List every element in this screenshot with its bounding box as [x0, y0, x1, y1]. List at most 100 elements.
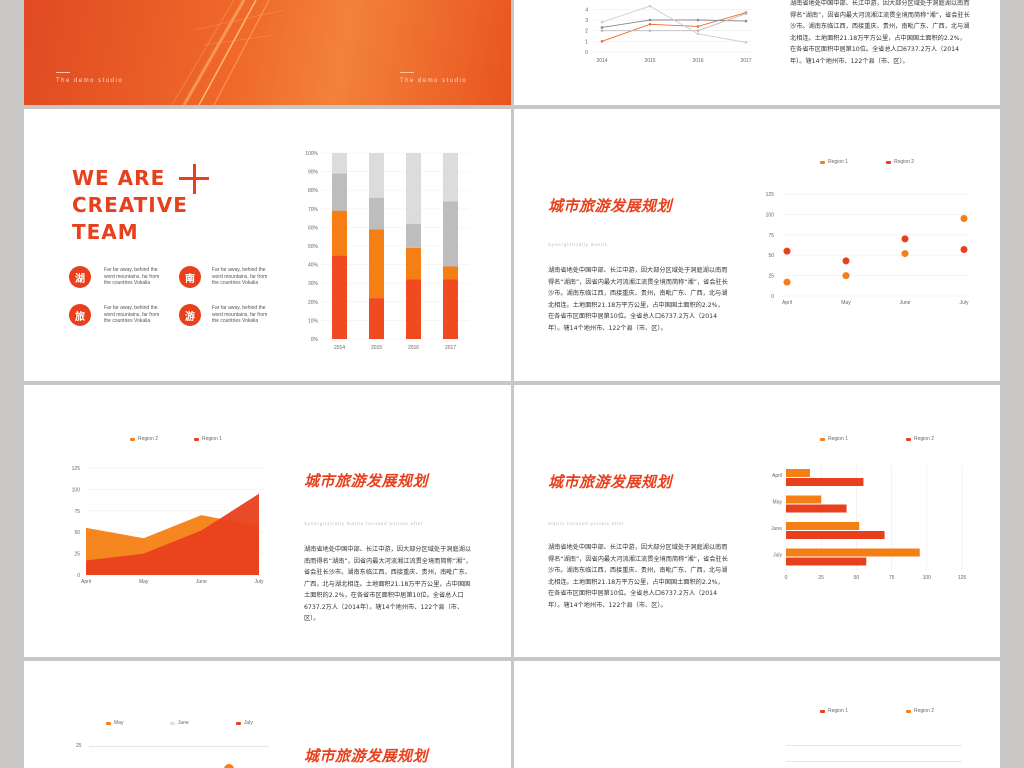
data-point	[744, 19, 748, 23]
slide-scatter-chart[interactable]: 城市旅游发展规划 Synergistically matrix 湖南省地处中国中…	[514, 109, 1000, 381]
section-title: 城市旅游发展规划	[304, 472, 429, 490]
scatter-point	[842, 272, 850, 280]
bar-segment	[443, 279, 458, 339]
bar-segment	[369, 197, 384, 230]
scatter-point	[901, 235, 909, 243]
scatter-point	[783, 247, 791, 255]
bar-segment	[406, 153, 421, 224]
legend-swatch	[236, 721, 241, 725]
x-tick-label: 0	[785, 575, 788, 581]
x-tick-label: 2014	[596, 58, 607, 64]
x-tick-label: 50	[854, 575, 860, 581]
y-tick-label: 100%	[305, 151, 318, 157]
legend-label: Region 1	[828, 708, 849, 714]
legend-swatch	[820, 160, 825, 164]
y-tick-label: 10%	[308, 318, 319, 324]
bar	[786, 531, 885, 539]
item-description: Far far away, behind the word mountains,…	[104, 305, 160, 324]
y-tick-label: 20%	[308, 300, 319, 306]
y-tick-label: 70%	[308, 207, 319, 213]
legend-swatch	[886, 160, 891, 164]
bar-segment	[332, 153, 347, 174]
bar-segment	[406, 279, 421, 339]
legend-label: Region 2	[914, 436, 935, 442]
char-badge: 湖	[69, 266, 91, 288]
bar-segment	[406, 223, 421, 248]
x-tick-label: 2016	[692, 58, 703, 64]
divider	[56, 72, 70, 73]
x-tick-label: June	[900, 300, 911, 306]
data-point	[696, 25, 700, 28]
y-tick-label: 60%	[308, 225, 319, 231]
bar-segment	[369, 298, 384, 339]
scatter-point	[901, 250, 909, 258]
y-tick-label: June	[771, 526, 782, 532]
bar	[786, 495, 822, 504]
x-tick-label: 2016	[408, 345, 419, 351]
description-paragraph: 湖南省地处中国中部、长江中游，因大部分区域处于洞庭湖以南而得名“湖南”，因省内最…	[548, 267, 728, 332]
legend-item: Region 1	[820, 436, 848, 442]
team-title: WE ARE CREATIVE TEAM	[72, 165, 188, 246]
slide-creative-team[interactable]: WE ARE CREATIVE TEAM 湖 Far far away, beh…	[24, 109, 511, 381]
legend-swatch	[130, 437, 135, 441]
studio-label-right: The demo studio	[400, 78, 468, 84]
slide-partial-right[interactable]: Region 1 Region 2	[514, 661, 1000, 768]
slide-cover[interactable]: The demo studio The demo studio	[24, 0, 511, 105]
line-chart: 0 1 2 3 4 2014 2015 2016 2017	[585, 4, 754, 64]
data-point	[648, 18, 652, 22]
bar	[786, 469, 810, 477]
y-tick-label: 0	[585, 50, 588, 56]
data-point	[744, 41, 748, 44]
title-line: WE ARE	[72, 166, 166, 190]
description-paragraph: 湖南省地处中国中部、长江中游，因大部分区域处于洞庭湖以南而得名“湖南”，因省内最…	[548, 544, 728, 609]
series-line	[601, 5, 747, 43]
data-point	[696, 18, 700, 22]
data-point	[744, 12, 748, 15]
area-series	[86, 493, 259, 575]
x-tick-label: 2017	[445, 345, 456, 351]
y-tick-label: 75	[74, 509, 80, 515]
x-tick-label: 75	[889, 575, 895, 581]
data-point	[648, 29, 652, 32]
section-title: 城市旅游发展规划	[304, 747, 429, 765]
slide-area-chart[interactable]: Region 2 Region 1 0 25 50 75 100 125 April May J…	[24, 385, 511, 657]
scatter-point	[842, 257, 850, 265]
series-line	[602, 13, 747, 32]
legend-label: Region 2	[138, 436, 159, 442]
x-tick-label: July	[960, 300, 969, 306]
data-point	[600, 20, 604, 24]
legend-swatch	[906, 437, 911, 441]
bar-segment	[369, 229, 384, 299]
y-tick-label: 75	[768, 233, 774, 239]
slide-partial-left[interactable]: May June July 25 城市旅游发展规划	[24, 661, 511, 768]
slide-horizontal-bar-chart[interactable]: 城市旅游发展规划 matrix focused portals after 湖南…	[514, 385, 1000, 657]
y-tick-label: 0%	[311, 337, 319, 343]
x-tick-label: April	[81, 579, 91, 585]
x-tick-label: 2015	[371, 345, 382, 351]
slide-line-chart[interactable]: 0 1 2 3 4 2014 2015 2016 2017 湖南省地处中国中部、长江中游，因大部…	[514, 0, 1000, 105]
bar-segment	[443, 153, 458, 202]
legend-swatch	[194, 437, 199, 441]
legend-swatch	[820, 709, 825, 713]
x-tick-label: 2017	[740, 58, 751, 64]
char-badge: 游	[179, 304, 201, 326]
x-tick-label: July	[255, 579, 264, 585]
scatter-chart: 0 25 50 75 100 125 April May June July	[766, 192, 969, 306]
gridline	[89, 746, 269, 747]
data-point	[648, 22, 652, 26]
y-tick-label: 25	[76, 743, 82, 749]
y-tick-label: 30%	[308, 281, 319, 287]
y-tick-label: 50%	[308, 244, 319, 250]
y-tick-label: 80%	[308, 188, 319, 194]
y-tick-label: April	[772, 473, 782, 479]
data-point	[600, 29, 604, 32]
legend-item: Region 2	[886, 159, 914, 165]
bar-segment	[332, 255, 347, 339]
char-badge: 南	[179, 266, 201, 288]
item-description: Far far away, behind the word mountains,…	[212, 267, 268, 286]
bar	[786, 522, 860, 530]
data-point	[600, 26, 604, 29]
section-subtitle: Synergistically matrix	[548, 242, 608, 247]
section-subtitle: matrix focused portals after	[548, 521, 625, 526]
item-description: Far far away, behind the word mountains,…	[212, 305, 268, 324]
